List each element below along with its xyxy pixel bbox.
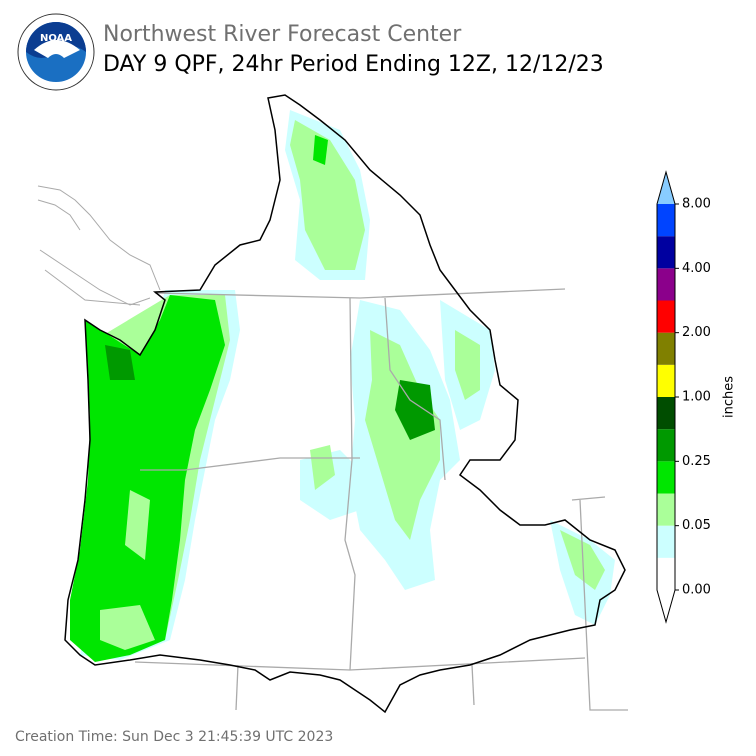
coastline [37,185,161,306]
product-title: DAY 9 QPF, 24hr Period Ending 12Z, 12/12… [103,52,604,77]
colorbar-segment [657,300,675,333]
creation-time: Creation Time: Sun Dec 3 21:45:39 UTC 20… [15,729,333,745]
colorbar-under [657,590,675,622]
colorbar-tick-label: 1.00 [682,390,711,405]
colorbar-tick-label: 8.00 [682,197,711,212]
colorbar-segment [657,493,675,526]
logo-text: NOAA [40,33,72,44]
basin [65,95,625,712]
colorbar-segment [657,204,675,237]
agency-title: Northwest River Forecast Center [103,22,462,47]
colorbar-segment [657,397,675,430]
colorbar-segment [657,236,675,269]
colorbar-segment [657,268,675,301]
colorbar-tick-label: 2.00 [682,325,711,340]
basin-outline [64,94,626,714]
colorbar-segment [657,525,675,558]
noaa-logo: NOAA [17,13,95,91]
colorbar-segment [657,332,675,365]
colorbar-segment [657,429,675,462]
colorbar-label: inches [722,376,737,418]
colorbar-tick-label: 0.25 [682,454,711,469]
colorbar-over [657,172,675,204]
state-lines [134,288,628,711]
colorbar-segment [657,364,675,397]
colorbar: 0.00 0.05 0.25 1.00 2.00 4.00 8.00 [656,170,711,624]
colorbar-tick-label: 0.05 [682,518,711,533]
colorbar-tick-label: 0.00 [682,583,711,598]
colorbar-tick-label: 4.00 [682,261,711,276]
colorbar-segment [657,461,675,494]
colorbar-segment [657,557,675,590]
